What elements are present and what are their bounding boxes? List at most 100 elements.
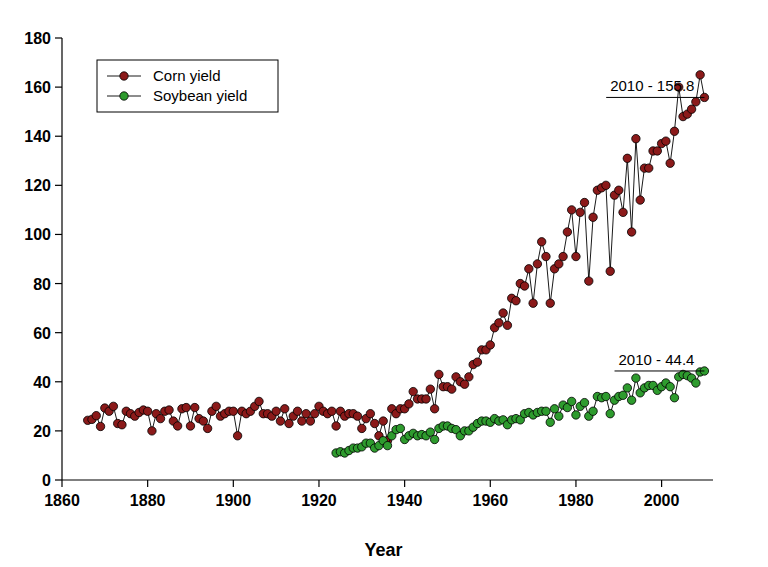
data-point [632, 134, 640, 142]
x-tick-label: 1920 [301, 492, 337, 509]
data-point [409, 387, 417, 395]
data-point [366, 410, 374, 418]
data-point [328, 407, 336, 415]
data-point [580, 198, 588, 206]
data-point [567, 206, 575, 214]
data-point [559, 252, 567, 260]
annotation-line [615, 370, 705, 371]
data-point [503, 321, 511, 329]
data-point [627, 228, 635, 236]
data-point [632, 374, 640, 382]
data-point [298, 417, 306, 425]
x-axis-label: Year [364, 540, 402, 560]
x-tick-label: 1860 [44, 492, 80, 509]
data-point [623, 154, 631, 162]
data-point [666, 382, 674, 390]
data-point [589, 213, 597, 221]
data-point [555, 260, 563, 268]
x-tick-label: 1980 [558, 492, 594, 509]
data-point [448, 385, 456, 393]
data-point [606, 410, 614, 418]
y-tick [55, 234, 62, 235]
data-point [567, 397, 575, 405]
legend-marker [120, 72, 128, 80]
data-point [199, 417, 207, 425]
data-point [353, 412, 361, 420]
y-tick-label: 20 [33, 423, 51, 440]
data-point [495, 319, 503, 327]
y-tick-label: 0 [42, 472, 51, 489]
data-point [563, 228, 571, 236]
y-tick-label: 60 [33, 325, 51, 342]
legend-label: Corn yield [153, 67, 221, 84]
x-tick [318, 480, 319, 487]
y-tick [55, 332, 62, 333]
data-point [396, 424, 404, 432]
data-point [465, 373, 473, 381]
y-tick [55, 185, 62, 186]
data-point [473, 358, 481, 366]
y-tick-label: 80 [33, 276, 51, 293]
data-point [435, 370, 443, 378]
x-axis [62, 479, 713, 480]
y-tick [55, 381, 62, 382]
data-point [602, 392, 610, 400]
data-point [430, 405, 438, 413]
legend: Corn yieldSoybean yield [97, 60, 278, 112]
data-point [285, 419, 293, 427]
data-point [426, 385, 434, 393]
data-point [272, 407, 280, 415]
data-point [602, 181, 610, 189]
x-tick-label: 2000 [644, 492, 680, 509]
data-point [379, 417, 387, 425]
data-point [529, 299, 537, 307]
data-point [627, 396, 635, 404]
data-point [619, 391, 627, 399]
data-point [358, 424, 366, 432]
chart: 0204060801001201401601801860188019001920… [0, 0, 768, 567]
data-point [165, 406, 173, 414]
legend-marker [120, 92, 128, 100]
data-point [212, 402, 220, 410]
data-point [670, 127, 678, 135]
y-tick [55, 37, 62, 38]
x-tick [61, 480, 62, 487]
annotation-line [606, 97, 704, 98]
data-point [619, 208, 627, 216]
data-point [109, 402, 117, 410]
data-point [585, 277, 593, 285]
data-point [499, 309, 507, 317]
data-point [173, 422, 181, 430]
x-tick-label: 1960 [472, 492, 508, 509]
y-tick [55, 87, 62, 88]
data-point [156, 414, 164, 422]
y-tick-label: 180 [24, 30, 51, 47]
data-point [92, 411, 100, 419]
data-point [293, 407, 301, 415]
x-tick [575, 480, 576, 487]
series-line [336, 371, 704, 453]
data-point [606, 267, 614, 275]
data-point [589, 407, 597, 415]
y-tick [55, 136, 62, 137]
data-point [306, 417, 314, 425]
data-point [692, 98, 700, 106]
data-point [696, 71, 704, 79]
data-point [653, 147, 661, 155]
data-point [276, 417, 284, 425]
x-tick [661, 480, 662, 487]
data-point [148, 427, 156, 435]
data-point [542, 407, 550, 415]
data-point [281, 405, 289, 413]
data-point [229, 407, 237, 415]
data-point [182, 403, 190, 411]
data-point [96, 422, 104, 430]
data-point [580, 398, 588, 406]
data-point [370, 419, 378, 427]
x-tick [147, 480, 148, 487]
data-point [422, 395, 430, 403]
data-point [233, 432, 241, 440]
plot-area [83, 71, 708, 458]
data-point [486, 341, 494, 349]
data-point [203, 424, 211, 432]
